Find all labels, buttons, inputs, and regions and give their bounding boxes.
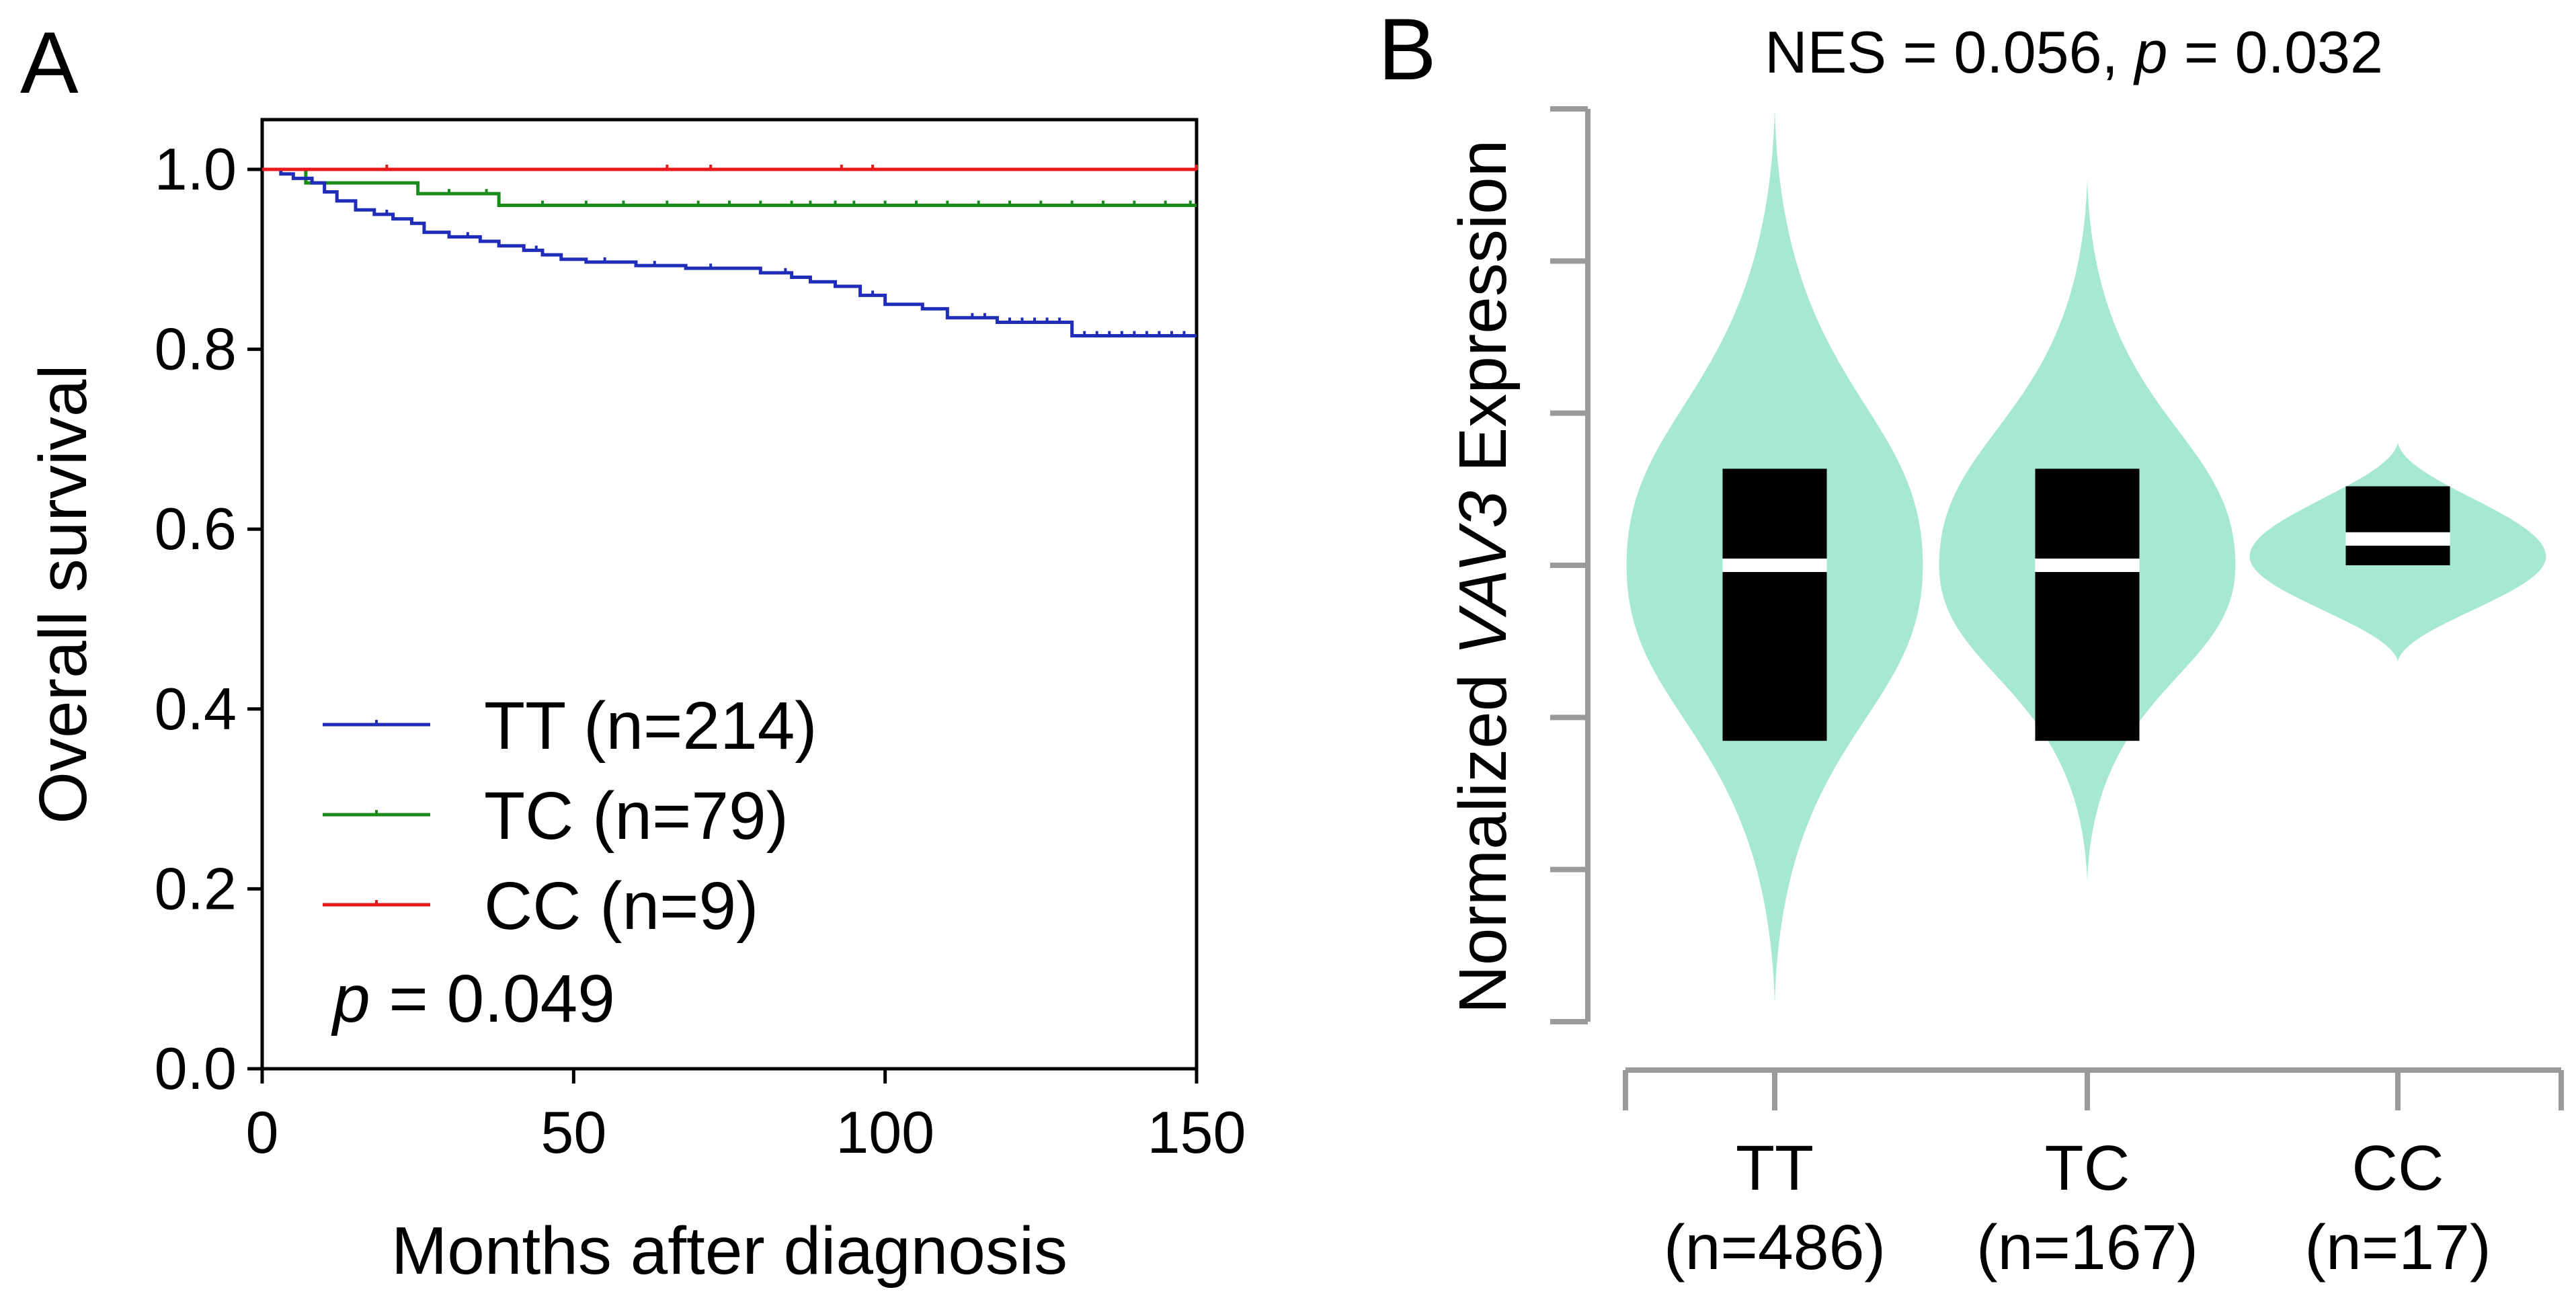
violin-plot: NES = 0.056, p = 0.032 Normalized VAV3 E… xyxy=(1445,19,2564,1283)
violin-title: NES = 0.056, p = 0.032 xyxy=(1765,19,2383,85)
km-curve-0 xyxy=(262,167,1197,338)
km-y-ticks: 0.0 0.2 0.4 0.6 0.8 1.0 xyxy=(155,136,262,1102)
km-plot-frame xyxy=(260,118,1199,1071)
violin-box-2 xyxy=(2345,486,2450,565)
km-p-value: p = 0.049 xyxy=(331,961,615,1036)
violin-median-1 xyxy=(2035,559,2140,572)
violin-category-n-0: (n=486) xyxy=(1664,1212,1886,1283)
km-x-tick-label-0: 0 xyxy=(246,1099,279,1166)
km-y-tick-label-2: 0.4 xyxy=(155,676,237,742)
km-legend: TT (n=214) TC (n=79) CC (n=9) xyxy=(323,688,817,944)
km-legend-label-2: CC (n=9) xyxy=(484,868,758,944)
violin-y-label-suffix: Expression xyxy=(1445,140,1521,491)
panel-b-letter: B xyxy=(1378,0,1437,98)
violin-category-name-1: TC xyxy=(2045,1133,2130,1204)
km-x-tick-label-3: 150 xyxy=(1148,1099,1246,1166)
violin-box-0 xyxy=(1722,468,1827,741)
violin-category-name-0: TT xyxy=(1736,1133,1814,1204)
km-p-symbol: p xyxy=(331,961,370,1036)
violin-y-label-prefix: Normalized xyxy=(1445,655,1521,1014)
violin-box-1 xyxy=(2035,468,2140,741)
km-y-tick-label-0: 0.0 xyxy=(155,1035,237,1102)
km-y-tick-label-5: 1.0 xyxy=(155,136,237,202)
violin-title-p: p xyxy=(2132,19,2167,85)
km-series xyxy=(262,165,1198,338)
km-x-tick-label-1: 50 xyxy=(540,1099,606,1166)
km-y-tick-label-4: 0.8 xyxy=(155,316,237,382)
violin-y-axis-label: Normalized VAV3 Expression xyxy=(1445,140,1521,1014)
km-y-tick-label-3: 0.6 xyxy=(155,495,237,562)
km-x-tick-label-2: 100 xyxy=(836,1099,934,1166)
violin-median-2 xyxy=(2345,532,2450,546)
violin-y-label-gene: VAV3 xyxy=(1445,491,1521,655)
violin-y-axis xyxy=(1550,106,1591,1024)
km-x-axis-label: Months after diagnosis xyxy=(391,1213,1068,1289)
panel-a-letter: A xyxy=(20,13,79,112)
km-plot: 0.0 0.2 0.4 0.6 0.8 1.0 0 50 100 150 Overall sur… xyxy=(26,118,1246,1289)
violin-category-labels: TT (n=486) TC (n=167) CC (n=17) xyxy=(1664,1133,2491,1283)
violin-median-0 xyxy=(1722,559,1827,572)
violin-category-n-1: (n=167) xyxy=(1976,1212,2198,1283)
km-curve-1 xyxy=(262,167,1197,208)
violins xyxy=(1626,109,2546,1004)
km-p-value-text: = 0.049 xyxy=(370,961,615,1036)
violin-category-n-2: (n=17) xyxy=(2304,1212,2491,1283)
violin-x-axis xyxy=(1623,1067,2564,1110)
km-y-tick-label-1: 0.2 xyxy=(155,855,237,922)
violin-title-suffix: = 0.032 xyxy=(2167,19,2383,85)
km-legend-label-0: TT (n=214) xyxy=(484,688,817,764)
violin-category-name-2: CC xyxy=(2351,1133,2444,1204)
km-legend-label-1: TC (n=79) xyxy=(484,778,789,854)
violin-title-prefix: NES = 0.056, xyxy=(1765,19,2134,85)
km-x-ticks: 0 50 100 150 xyxy=(246,1069,1246,1166)
km-y-axis-label: Overall survival xyxy=(26,364,101,824)
